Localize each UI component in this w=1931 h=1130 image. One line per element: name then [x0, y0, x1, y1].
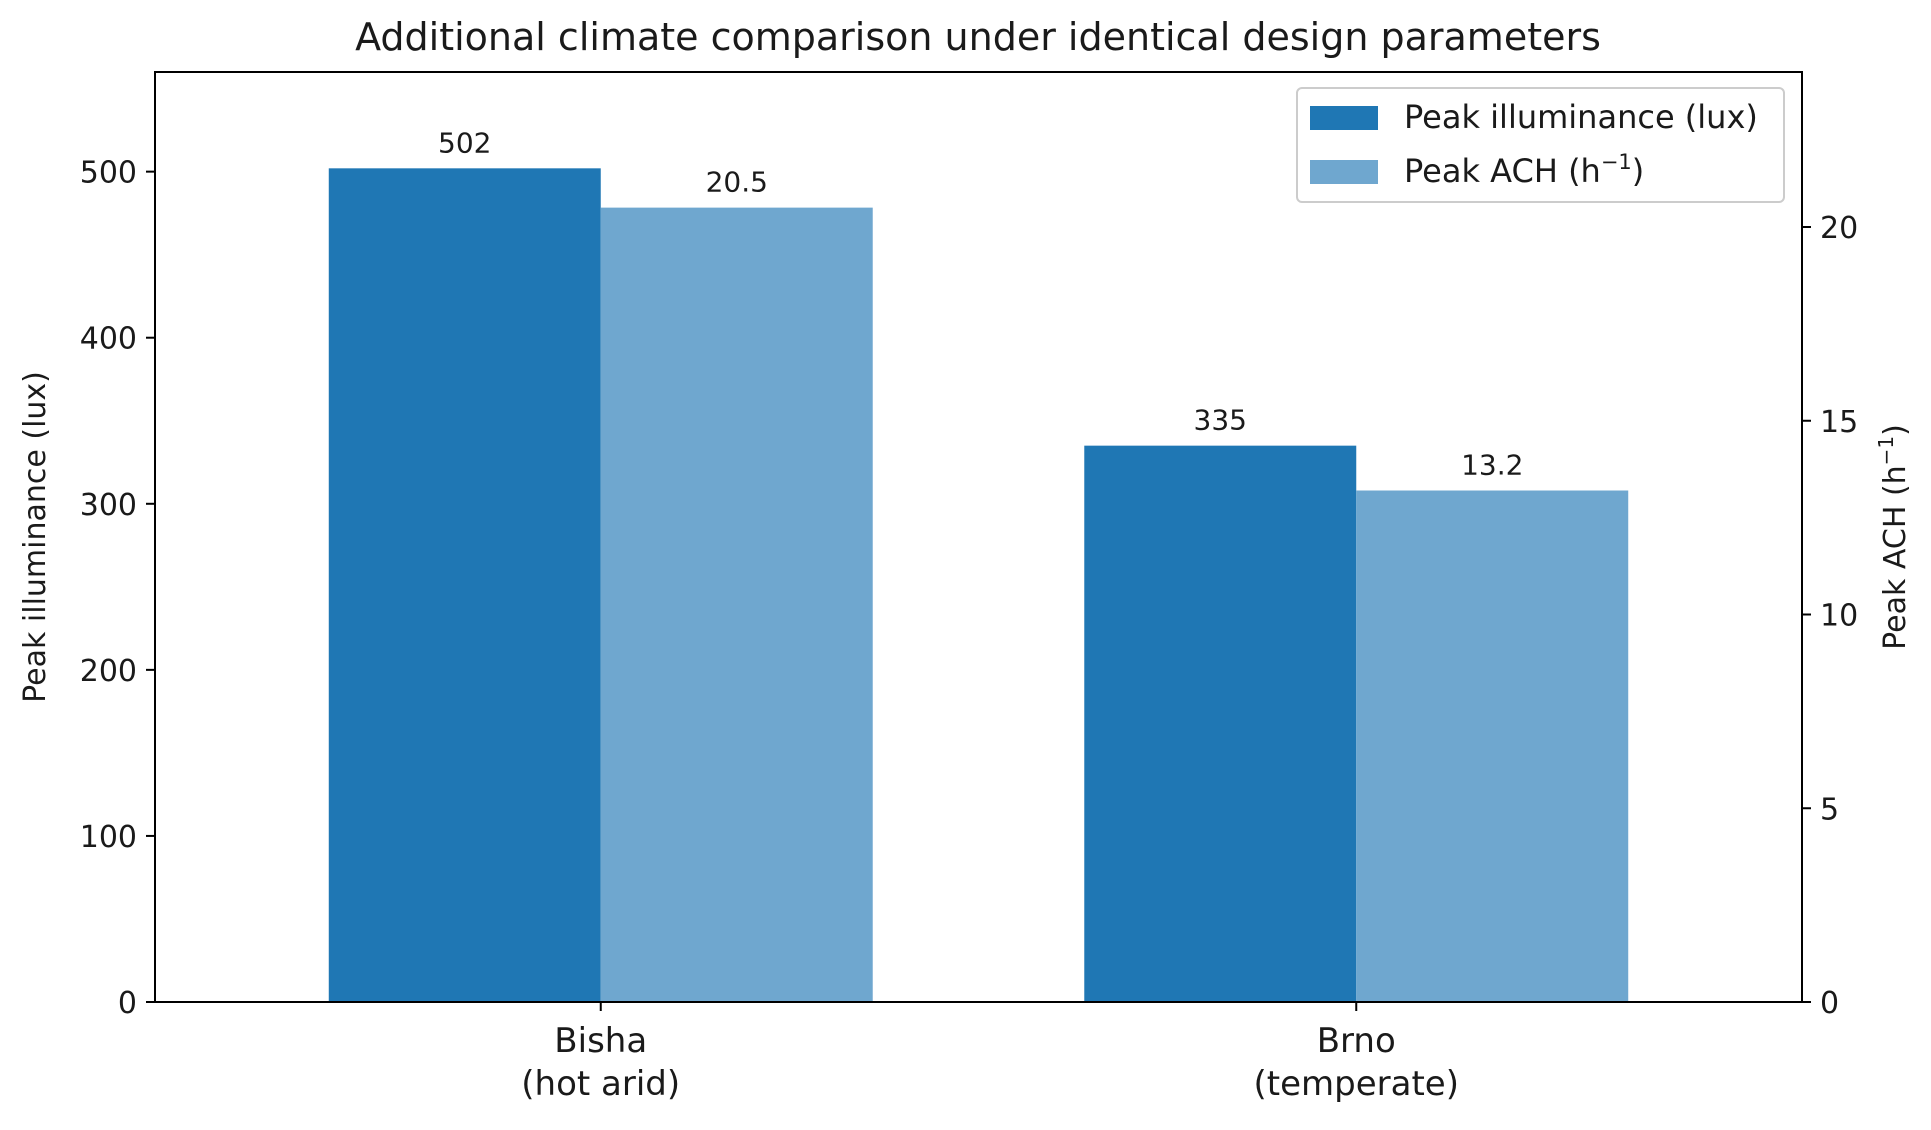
legend-swatch-illuminance: [1310, 106, 1378, 130]
plot-frame: [154, 71, 1803, 1003]
legend-label-ach-sup: −1: [1601, 150, 1632, 174]
legend-label-ach: Peak ACH (h−1): [1404, 150, 1644, 190]
legend-box: [1296, 87, 1785, 203]
y-axis-label-right: Peak ACH (h−1): [1874, 424, 1913, 650]
bar-illuminance-0: [328, 168, 601, 1003]
data-label-ach-0: 20.5: [706, 166, 768, 199]
left-tick-label: 200: [80, 654, 137, 689]
y-axis-label-right-end: ): [1878, 424, 1913, 436]
right-tick-label: 0: [1820, 986, 1839, 1021]
data-label-illuminance-0: 502: [438, 126, 491, 159]
bar-ach-1: [1356, 490, 1629, 1002]
left-tick-label: 500: [80, 156, 137, 191]
bars-group: [328, 168, 1629, 1003]
right-tick-label: 5: [1820, 792, 1839, 827]
left-axis-ticks: 0 100 200 300 400 500: [80, 156, 155, 1021]
legend: Peak illuminance (lux) Peak ACH (h−1): [1296, 87, 1785, 203]
category-label-line1: Brno: [1317, 1021, 1396, 1061]
bar-ach-0: [600, 207, 873, 1002]
bar-illuminance-1: [1084, 445, 1357, 1002]
left-tick-label: 100: [80, 820, 137, 855]
legend-label-illuminance: Peak illuminance (lux): [1404, 98, 1758, 136]
chart-title: Additional climate comparison under iden…: [355, 15, 1601, 59]
category-label-line1: Bisha: [554, 1021, 647, 1061]
right-tick-label: 15: [1820, 405, 1858, 440]
legend-swatch-ach: [1310, 160, 1378, 184]
category-label-line2: (hot arid): [521, 1064, 680, 1104]
x-axis-ticks: Bisha(hot arid) Brno(temperate): [521, 1002, 1459, 1104]
left-tick-label: 0: [118, 986, 137, 1021]
y-axis-label-right-sup: −1: [1874, 436, 1898, 465]
legend-label-ach-end: ): [1632, 152, 1644, 190]
y-axis-label-left: Peak illuminance (lux): [18, 371, 53, 703]
left-tick-label: 300: [80, 488, 137, 523]
right-axis-ticks: 0 5 10 15 20: [1802, 211, 1858, 1021]
data-label-ach-1: 13.2: [1461, 449, 1523, 482]
right-tick-label: 20: [1820, 211, 1858, 246]
y-axis-label-right-base: Peak ACH (h: [1878, 465, 1913, 650]
data-label-illuminance-1: 335: [1194, 404, 1247, 437]
right-tick-label: 10: [1820, 599, 1858, 634]
left-tick-label: 400: [80, 322, 137, 357]
legend-label-ach-base: Peak ACH (h: [1404, 152, 1601, 190]
category-label-line2: (temperate): [1254, 1064, 1459, 1104]
value-labels-group: 502 335 20.5 13.2: [438, 126, 1523, 481]
